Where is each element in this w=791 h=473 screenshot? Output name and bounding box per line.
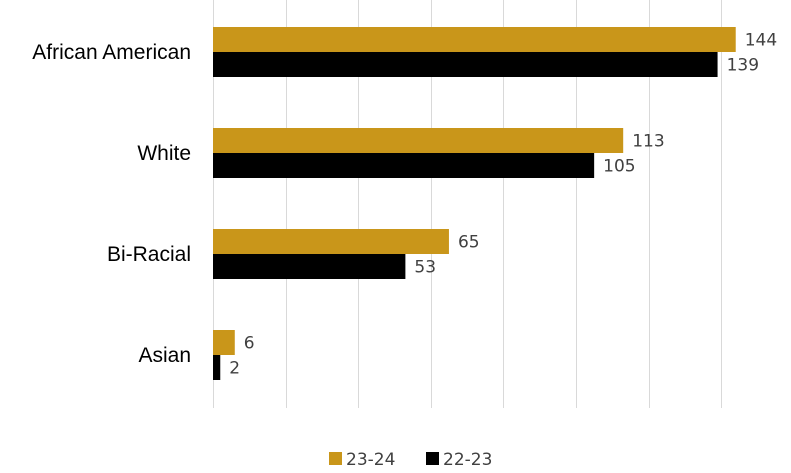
category-label: White <box>137 142 191 165</box>
bar <box>213 27 736 52</box>
bar <box>213 153 595 178</box>
data-label: 144 <box>745 31 777 51</box>
data-label: 139 <box>727 56 759 76</box>
category-label: African American <box>32 41 191 64</box>
category-labels: African American White Bi-Racial Asian <box>32 41 191 367</box>
legend-swatch <box>329 452 342 465</box>
bar <box>213 229 449 254</box>
data-label: 6 <box>244 334 255 354</box>
data-label: 65 <box>458 233 480 253</box>
legend-label: 23-24 <box>346 450 395 470</box>
legend: 23-24 22-23 <box>329 450 492 470</box>
category-label: Bi-Racial <box>107 243 191 266</box>
category-label: Asian <box>138 344 191 367</box>
bar <box>213 355 221 380</box>
bar <box>213 330 235 355</box>
data-label: 113 <box>632 132 664 152</box>
bar <box>213 128 624 153</box>
data-label: 2 <box>229 359 240 379</box>
legend-label: 22-23 <box>443 450 492 470</box>
data-label: 53 <box>414 258 436 278</box>
data-labels: 144 139 113 105 65 53 62 <box>229 31 777 379</box>
legend-swatch <box>426 452 439 465</box>
bar <box>213 254 406 279</box>
data-label: 105 <box>603 157 635 177</box>
bars <box>213 27 736 380</box>
bar <box>213 52 718 77</box>
